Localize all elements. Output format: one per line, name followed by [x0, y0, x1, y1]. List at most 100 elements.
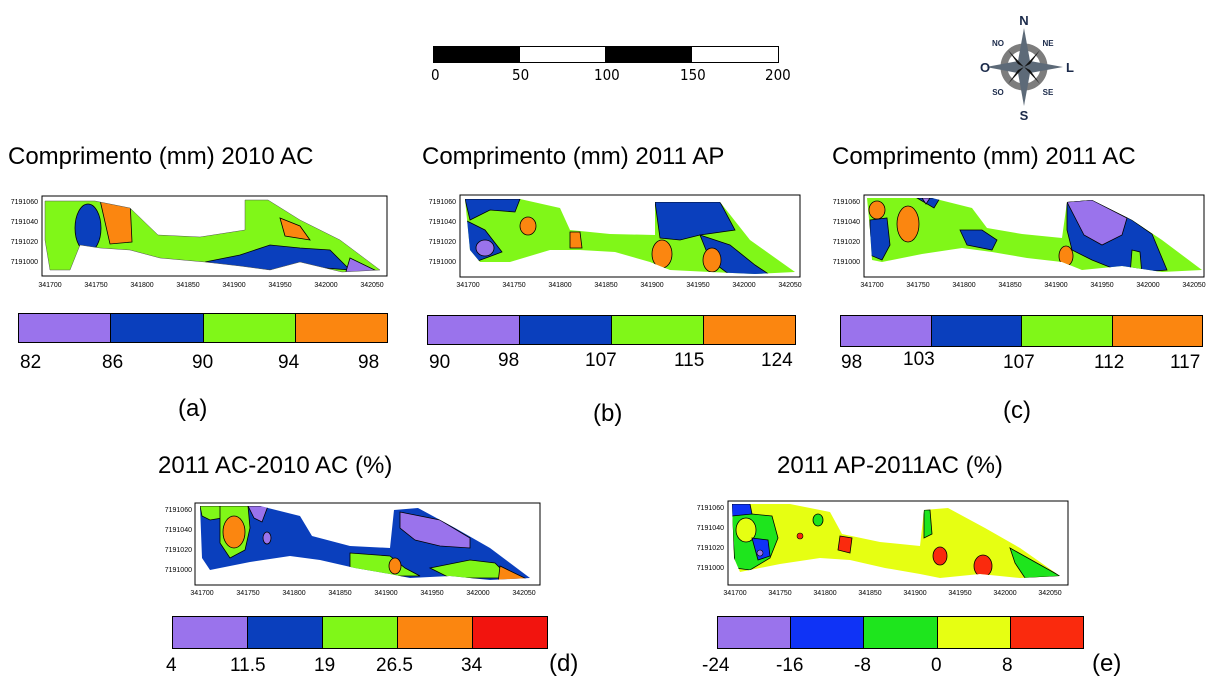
- y-tick: 7191040: [697, 525, 724, 532]
- x-tick: 341750: [502, 282, 525, 289]
- panel-letter-c: (c): [1003, 397, 1031, 424]
- x-tick: 341750: [236, 590, 259, 597]
- scale-segment: [519, 46, 607, 63]
- scale-label: 200: [765, 66, 791, 84]
- panel-title-b: Comprimento (mm) 2011 AP: [422, 143, 725, 170]
- legend-tick: 103: [903, 349, 935, 370]
- x-tick: 341750: [906, 282, 929, 289]
- x-tick: 342000: [993, 590, 1016, 597]
- x-tick: 341700: [38, 282, 61, 289]
- legend-tick: 124: [761, 350, 793, 371]
- scale-bar: [433, 46, 779, 64]
- legend-tick: 8: [1002, 655, 1013, 676]
- y-tick: 7191000: [11, 259, 38, 266]
- legend-bar-c: [840, 315, 1203, 347]
- legend-tick: -24: [702, 655, 730, 676]
- y-tick: 7191020: [165, 547, 192, 554]
- legend-tick: 86: [102, 352, 124, 373]
- y-tick: 7191000: [165, 567, 192, 574]
- x-tick: 341900: [1044, 282, 1067, 289]
- panel-title-a: Comprimento (mm) 2010 AC: [8, 143, 314, 170]
- legend-tick: 11.5: [230, 655, 266, 676]
- x-tick: 342050: [360, 282, 383, 289]
- x-tick: 342050: [1038, 590, 1061, 597]
- map-a: 7191060 7191040 7191020 7191000 341700 3…: [11, 195, 388, 289]
- x-tick: 341850: [176, 282, 199, 289]
- panel-letter-e: (e): [1092, 650, 1122, 677]
- y-tick: 7191000: [697, 565, 724, 572]
- x-tick: 341700: [456, 282, 479, 289]
- panel-title-d: 2011 AC-2010 AC (%): [158, 452, 393, 479]
- x-tick: 342000: [314, 282, 337, 289]
- legend-tick: -16: [776, 655, 804, 676]
- legend-tick: 19: [314, 655, 336, 676]
- panel-letter-a: (a): [178, 395, 208, 422]
- map-e: 7191060 7191040 7191020 7191000 341700 3…: [697, 500, 1069, 597]
- compass-o: O: [980, 60, 990, 75]
- x-tick: 341800: [130, 282, 153, 289]
- x-tick: 342000: [732, 282, 755, 289]
- legend-tick: 90: [429, 352, 451, 373]
- y-tick: 7191040: [429, 219, 456, 226]
- legend-tick: 98: [498, 350, 520, 371]
- x-tick: 341900: [222, 282, 245, 289]
- y-tick: 7191040: [11, 219, 38, 226]
- legend-tick: 107: [585, 350, 617, 371]
- map-c: 7191060 7191040 7191020 7191000 341700 3…: [833, 194, 1206, 289]
- y-tick: 7191000: [429, 259, 456, 266]
- panel-letter-b: (b): [593, 400, 623, 427]
- x-tick: 342000: [1136, 282, 1159, 289]
- x-tick: 341750: [84, 282, 107, 289]
- compass-s: S: [1020, 108, 1029, 122]
- x-tick: 341800: [548, 282, 571, 289]
- legend-tick: 115: [674, 350, 705, 371]
- legend-tick: 94: [278, 352, 300, 373]
- legend-tick: -8: [854, 655, 871, 676]
- x-tick: 342050: [1182, 282, 1205, 289]
- compass-l: L: [1066, 60, 1074, 75]
- y-tick: 7191020: [11, 239, 38, 246]
- x-tick: 341800: [282, 590, 305, 597]
- x-tick: 341700: [190, 590, 213, 597]
- x-tick: 341800: [952, 282, 975, 289]
- panel-letter-d: (d): [549, 650, 579, 677]
- y-tick: 7191060: [11, 199, 38, 206]
- x-tick: 341950: [268, 282, 291, 289]
- legend-bar-a: [18, 313, 388, 343]
- legend-tick: 112: [1094, 352, 1125, 373]
- legend-tick: 4: [166, 655, 177, 676]
- x-tick: 341700: [860, 282, 883, 289]
- x-tick: 341950: [686, 282, 709, 289]
- x-tick: 341800: [813, 590, 836, 597]
- x-tick: 341850: [858, 590, 881, 597]
- legend-tick: 107: [1003, 352, 1035, 373]
- y-tick: 7191020: [697, 545, 724, 552]
- scale-label: 0: [431, 66, 440, 84]
- legend-bar-d: [172, 616, 548, 649]
- x-tick: 342050: [778, 282, 801, 289]
- y-tick: 7191060: [697, 505, 724, 512]
- legend-tick: 98: [358, 352, 380, 373]
- x-tick: 341700: [723, 590, 746, 597]
- y-tick: 7191000: [833, 259, 860, 266]
- scale-segment: [691, 46, 779, 63]
- scale-label: 150: [680, 66, 706, 84]
- legend-tick: 117: [1170, 352, 1201, 373]
- legend-bar-e: [717, 616, 1084, 649]
- scale-label: 100: [594, 66, 620, 84]
- y-tick: 7191020: [833, 239, 860, 246]
- scale-segment: [605, 46, 693, 63]
- scale-label: 50: [512, 66, 530, 84]
- x-tick: 342050: [512, 590, 535, 597]
- compass-ne: NE: [1042, 39, 1054, 48]
- compass-se: SE: [1043, 88, 1054, 97]
- compass-rose-icon: N S L O NE NO SE SO: [980, 13, 1074, 122]
- y-tick: 7191060: [165, 507, 192, 514]
- x-tick: 341900: [640, 282, 663, 289]
- y-tick: 7191040: [165, 527, 192, 534]
- compass-no: NO: [992, 39, 1004, 48]
- y-tick: 7191020: [429, 239, 456, 246]
- legend-tick: 26.5: [376, 655, 413, 676]
- panel-title-c: Comprimento (mm) 2011 AC: [832, 143, 1136, 170]
- x-tick: 341850: [998, 282, 1021, 289]
